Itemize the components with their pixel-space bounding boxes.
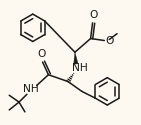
Text: O: O xyxy=(105,36,114,46)
Text: O: O xyxy=(37,49,46,59)
Text: NH: NH xyxy=(72,63,88,73)
Text: O: O xyxy=(89,10,98,20)
Text: NH: NH xyxy=(23,84,39,94)
Polygon shape xyxy=(74,52,78,64)
